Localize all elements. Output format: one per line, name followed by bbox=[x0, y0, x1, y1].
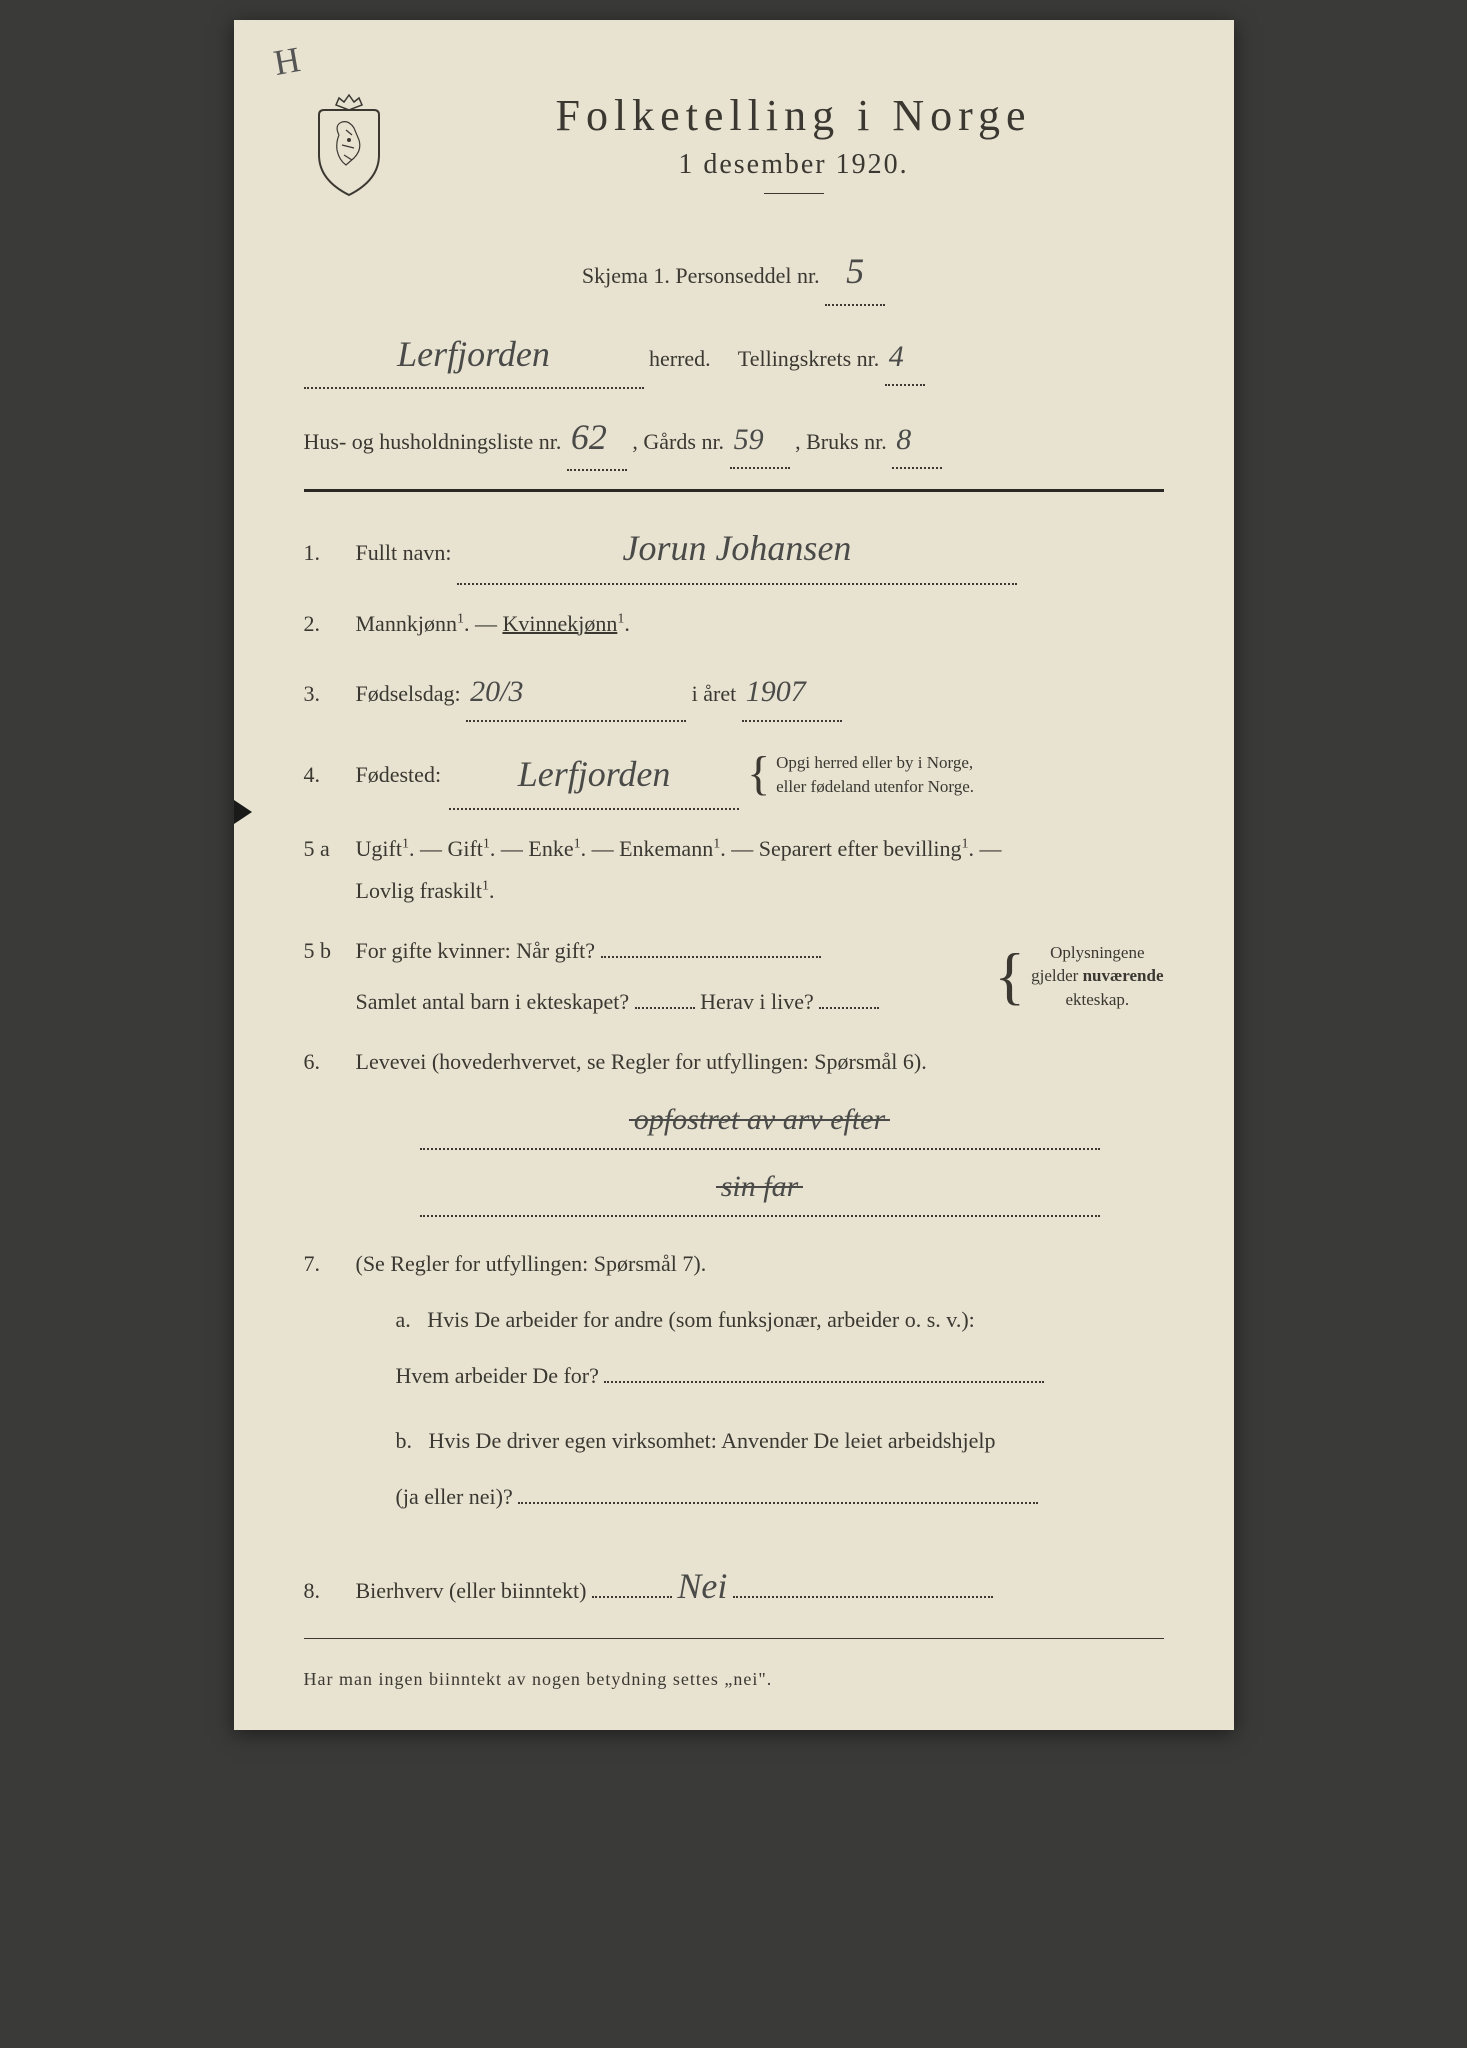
sup-1b: 1 bbox=[617, 611, 624, 626]
edge-marker bbox=[234, 800, 252, 824]
q6-num: 6. bbox=[304, 1049, 338, 1075]
document-header: Folketelling i Norge 1 desember 1920. bbox=[304, 90, 1164, 219]
title-divider bbox=[764, 193, 824, 194]
sup-1: 1 bbox=[457, 611, 464, 626]
subtitle: 1 desember 1920. bbox=[424, 149, 1164, 181]
q3-label: Fødselsdag: bbox=[356, 681, 461, 706]
q6-label: Levevei (hovederhvervet, se Regler for u… bbox=[356, 1049, 927, 1074]
husliste-value: 62 bbox=[571, 405, 607, 470]
q5b-note1: Oplysningene bbox=[1031, 941, 1163, 965]
q2-kvinne: Kvinnekjønn bbox=[502, 611, 617, 636]
herred-label: herred. bbox=[649, 346, 711, 371]
q5a-enke: Enke bbox=[528, 836, 573, 861]
question-7: 7. (Se Regler for utfyllingen: Spørsmål … bbox=[304, 1243, 1164, 1534]
census-form-document: H Folketelling i Norge 1 desember 1920. … bbox=[234, 20, 1234, 1730]
main-title: Folketelling i Norge bbox=[424, 90, 1164, 141]
q7a-text1: Hvis De arbeider for andre (som funksjon… bbox=[427, 1307, 975, 1332]
q1-num: 1. bbox=[304, 540, 338, 566]
q4-value: Lerfjorden bbox=[518, 740, 671, 808]
q5a-gift: Gift bbox=[447, 836, 482, 861]
q5b-note2: gjelder nuværende bbox=[1031, 964, 1163, 988]
question-8: 8. Bierhverv (eller biinntekt) Nei bbox=[304, 1552, 1164, 1620]
tellingskrets-value: 4 bbox=[889, 330, 904, 384]
q8-value: Nei bbox=[677, 1552, 727, 1620]
header-rule bbox=[304, 489, 1164, 492]
q5b-num: 5 b bbox=[304, 938, 338, 964]
q8-label: Bierhverv (eller biinntekt) bbox=[356, 1578, 587, 1603]
brace-icon: { bbox=[994, 957, 1025, 995]
q5b-line2b: Herav i live? bbox=[700, 989, 814, 1014]
q2-mann: Mannkjønn bbox=[356, 611, 457, 636]
q5b-line1: For gifte kvinner: Når gift? bbox=[356, 938, 596, 963]
q7b-text2: (ja eller nei)? bbox=[396, 1484, 513, 1509]
q6-value1: opfostret av arv efter bbox=[634, 1091, 885, 1148]
q3-num: 3. bbox=[304, 681, 338, 707]
q4-num: 4. bbox=[304, 762, 338, 788]
q1-label: Fullt navn: bbox=[356, 540, 452, 565]
q7-num: 7. bbox=[304, 1251, 338, 1277]
footer-note: Har man ingen biinntekt av nogen betydni… bbox=[304, 1669, 1164, 1690]
herred-line: Lerfjorden herred. Tellingskrets nr. 4 bbox=[304, 322, 1164, 389]
skjema-label: Skjema 1. Personseddel nr. bbox=[582, 263, 820, 288]
question-2: 2. Mannkjønn1. — Kvinnekjønn1. bbox=[304, 603, 1164, 645]
q7a-label: a. bbox=[396, 1307, 411, 1332]
herred-value: Lerfjorden bbox=[397, 322, 550, 387]
q3-year-label: i året bbox=[692, 681, 737, 706]
bruks-label: , Bruks nr. bbox=[795, 429, 887, 454]
q7-label: (Se Regler for utfyllingen: Spørsmål 7). bbox=[356, 1251, 707, 1276]
gards-label: , Gårds nr. bbox=[632, 429, 724, 454]
q3-year: 1907 bbox=[746, 663, 806, 720]
q5a-ugift: Ugift bbox=[356, 836, 402, 861]
norway-crest-icon bbox=[304, 90, 394, 200]
husliste-label: Hus- og husholdningsliste nr. bbox=[304, 429, 562, 454]
q4-note: { Opgi herred eller by i Norge, eller fø… bbox=[747, 751, 974, 799]
question-6: 6. Levevei (hovederhvervet, se Regler fo… bbox=[304, 1041, 1164, 1225]
q2-num: 2. bbox=[304, 611, 338, 637]
q1-value: Jorun Johansen bbox=[622, 514, 851, 582]
gards-value: 59 bbox=[734, 413, 764, 467]
q5a-enkemann: Enkemann bbox=[619, 836, 713, 861]
q4-note-line1: Opgi herred eller by i Norge, bbox=[776, 751, 974, 775]
brace-icon: { bbox=[747, 760, 770, 789]
question-1: 1. Fullt navn: Jorun Johansen bbox=[304, 514, 1164, 584]
skjema-value: 5 bbox=[846, 239, 864, 304]
q5b-line2a: Samlet antal barn i ekteskapet? bbox=[356, 989, 630, 1014]
husliste-line: Hus- og husholdningsliste nr. 62 , Gårds… bbox=[304, 405, 1164, 472]
tellingskrets-label: Tellingskrets nr. bbox=[738, 346, 879, 371]
question-4: 4. Fødested: Lerfjorden { Opgi herred el… bbox=[304, 740, 1164, 810]
bruks-value: 8 bbox=[896, 413, 911, 467]
q5a-separert: Separert efter bevilling bbox=[759, 836, 962, 861]
corner-annotation: H bbox=[270, 38, 303, 84]
q5a-num: 5 a bbox=[304, 836, 338, 862]
title-block: Folketelling i Norge 1 desember 1920. bbox=[424, 90, 1164, 219]
q4-label: Fødested: bbox=[356, 754, 442, 796]
footer-rule bbox=[304, 1638, 1164, 1639]
question-5b: 5 b For gifte kvinner: Når gift? Samlet … bbox=[304, 930, 1164, 1024]
q5b-note3: ekteskap. bbox=[1031, 988, 1163, 1012]
q5b-note: { Oplysningene gjelder nuværende ekteska… bbox=[994, 941, 1163, 1012]
q7b-text1: Hvis De driver egen virksomhet: Anvender… bbox=[429, 1428, 996, 1453]
q7b-label: b. bbox=[396, 1428, 413, 1453]
question-5a: 5 a Ugift1. — Gift1. — Enke1. — Enkemann… bbox=[304, 828, 1164, 912]
q5a-fraskilt: Lovlig fraskilt bbox=[356, 878, 482, 903]
q7a-text2: Hvem arbeider De for? bbox=[396, 1363, 599, 1388]
question-3: 3. Fødselsdag: 20/3 i året 1907 bbox=[304, 663, 1164, 722]
q8-num: 8. bbox=[304, 1578, 338, 1604]
skjema-line: Skjema 1. Personseddel nr. 5 bbox=[304, 239, 1164, 306]
q3-day: 20/3 bbox=[470, 663, 523, 720]
q4-note-line2: eller fødeland utenfor Norge. bbox=[776, 775, 974, 799]
q6-value2: sin far bbox=[721, 1158, 799, 1215]
